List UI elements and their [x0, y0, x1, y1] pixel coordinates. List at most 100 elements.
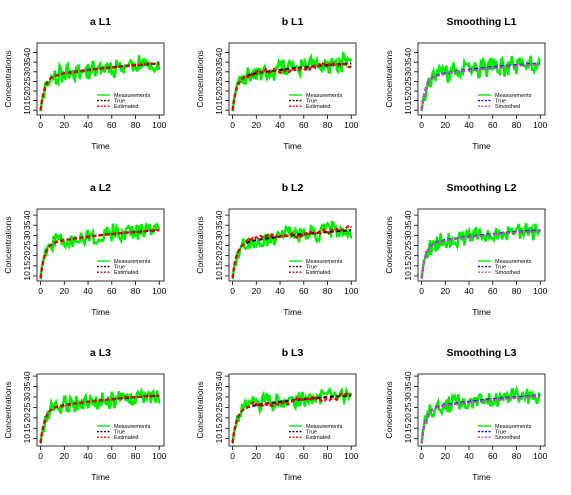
legend-label: Estimated: [114, 435, 138, 441]
plot-area: [231, 50, 353, 112]
y-tick-label: 20: [22, 86, 32, 96]
x-tick-label: 0: [230, 120, 235, 130]
chart-title: b L3: [282, 347, 304, 359]
y-tick-label: 30: [403, 230, 413, 240]
x-tick-label: 60: [488, 451, 498, 461]
y-tick-label: 30: [214, 392, 224, 402]
y-tick-label: 35: [22, 220, 32, 230]
legend-label: Estimated: [306, 435, 330, 441]
x-tick-label: 100: [344, 120, 358, 130]
x-axis-label: Time: [472, 307, 491, 317]
series-line-measurements: [39, 55, 161, 112]
x-tick-label: 20: [60, 120, 70, 130]
x-tick-label: 100: [533, 286, 547, 296]
series-line-measurements: [39, 221, 161, 280]
y-tick-label: 15: [403, 423, 413, 433]
y-axis-label: Concentrations: [195, 381, 205, 438]
y-tick-label: 30: [403, 392, 413, 402]
legend-label: Measurements: [306, 259, 343, 265]
y-tick-label: 10: [403, 434, 413, 444]
y-tick-label: 25: [214, 241, 224, 251]
chart-panel-sL3: Smoothing L3 Concentrations Time 0 20 40 60 80 1…: [384, 347, 548, 482]
y-tick-label: 40: [22, 210, 32, 220]
series-line-estimated: [231, 392, 352, 444]
x-tick-label: 60: [107, 451, 117, 461]
legend-label: Smoothed: [495, 270, 520, 276]
y-axis-label: Concentrations: [3, 50, 13, 107]
y-tick-label: 30: [214, 67, 224, 77]
y-tick-label: 20: [403, 413, 413, 423]
x-tick-label: 60: [107, 286, 117, 296]
x-tick-label: 40: [275, 286, 285, 296]
x-tick-label: 20: [441, 120, 451, 130]
plot-area: [420, 223, 542, 280]
y-tick-label: 20: [22, 413, 32, 423]
y-tick-label: 25: [22, 402, 32, 412]
x-axis-label: Time: [91, 307, 110, 317]
series-line-estimated: [39, 228, 160, 279]
chart-title: Smoothing L3: [447, 347, 517, 359]
y-axis-label: Concentrations: [3, 216, 13, 273]
y-tick-label: 10: [214, 105, 224, 115]
legend-label: True: [114, 99, 125, 105]
x-axis-label: Time: [472, 141, 491, 151]
y-tick-label: 20: [214, 251, 224, 261]
x-tick-label: 0: [419, 451, 424, 461]
plot-area: [39, 221, 161, 280]
legend-label: Measurements: [114, 93, 151, 99]
x-tick-label: 0: [230, 451, 235, 461]
y-tick-label: 15: [22, 96, 32, 106]
x-tick-label: 60: [299, 286, 309, 296]
y-tick-label: 10: [403, 105, 413, 115]
plot-frame: [36, 208, 165, 282]
series-line-measurements: [231, 386, 353, 444]
chart-title: b L2: [282, 182, 304, 194]
plot-area: [39, 386, 161, 444]
x-tick-label: 80: [323, 286, 333, 296]
y-tick-label: 30: [214, 230, 224, 240]
y-tick-label: 35: [22, 57, 32, 67]
y-tick-label: 40: [403, 371, 413, 381]
x-tick-label: 80: [131, 286, 141, 296]
x-tick-label: 0: [230, 286, 235, 296]
legend-label: Measurements: [306, 93, 343, 99]
y-tick-label: 30: [22, 230, 32, 240]
y-tick-label: 35: [403, 220, 413, 230]
y-tick-label: 30: [22, 392, 32, 402]
y-tick-label: 40: [403, 48, 413, 58]
chart-panel-sL2: Smoothing L2 Concentrations Time 0 20 40 60 80 1…: [384, 182, 548, 317]
y-axis-label: Concentrations: [384, 50, 394, 107]
legend-label: True: [306, 99, 317, 105]
y-tick-label: 40: [214, 210, 224, 220]
plot-frame: [417, 373, 546, 447]
legend-label: Measurements: [495, 424, 532, 430]
y-tick-label: 30: [403, 67, 413, 77]
x-tick-label: 100: [344, 451, 358, 461]
chart-panel-sL1: Smoothing L1 Concentrations Time 0 20 40 60 80 1…: [384, 16, 548, 151]
x-tick-label: 20: [60, 286, 70, 296]
chart-title: a L2: [90, 182, 111, 194]
x-axis-label: Time: [91, 472, 110, 482]
y-tick-label: 40: [214, 48, 224, 58]
legend-label: True: [306, 265, 317, 271]
x-tick-label: 60: [107, 120, 117, 130]
plot-frame: [228, 42, 357, 116]
legend-label: True: [114, 265, 125, 271]
x-tick-label: 0: [38, 451, 43, 461]
y-axis-label: Concentrations: [195, 50, 205, 107]
x-tick-label: 40: [275, 120, 285, 130]
x-tick-label: 40: [83, 286, 93, 296]
x-tick-label: 100: [152, 286, 166, 296]
legend-label: Smoothed: [495, 435, 520, 441]
legend-label: True: [495, 99, 506, 105]
